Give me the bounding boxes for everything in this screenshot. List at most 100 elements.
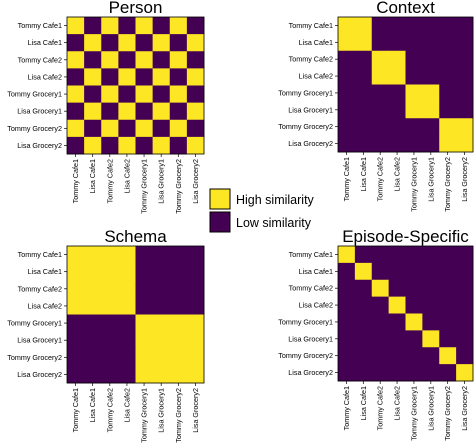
heatmap-cell <box>101 280 119 298</box>
heatmap-panel: Schema Tommy Cafe1 Lisa Cafe1 Tommy Cafe2 Li… <box>7 227 205 443</box>
x-tick-label: Tommy Cafe1 <box>71 388 80 432</box>
legend-low-swatch <box>209 211 231 233</box>
heatmap-cell <box>388 364 406 382</box>
heatmap-cell <box>388 296 406 314</box>
heatmap-cell <box>371 84 390 102</box>
heatmap-cell <box>439 84 457 102</box>
heatmap-cell <box>371 330 390 348</box>
heatmap-cell <box>67 263 85 281</box>
heatmap-cell <box>371 50 390 69</box>
heatmap-cell <box>405 17 423 35</box>
heatmap-cell <box>388 279 406 298</box>
heatmap-cell <box>84 85 102 104</box>
heatmap-cell <box>84 246 102 264</box>
y-tick-label: Lisa Grocery2 <box>288 368 333 377</box>
legend-low-label: Low similarity <box>236 216 312 230</box>
heatmap-cell <box>338 50 356 69</box>
heatmap-cell <box>388 101 406 119</box>
heatmap-cell <box>152 85 171 104</box>
x-tick-label: Lisa Grocery1 <box>426 386 435 431</box>
heatmap-cell <box>456 50 474 69</box>
heatmap-cell <box>169 365 188 384</box>
x-tick-label: Tommy Grocery1 <box>409 157 418 212</box>
heatmap-cell <box>338 101 356 119</box>
heatmap-cell <box>186 34 205 52</box>
heatmap-cell <box>405 33 423 52</box>
heatmap-panel: Context Tommy Cafe1 Lisa Cafe1 Tommy Cafe2 L… <box>278 0 474 212</box>
heatmap-cell <box>186 85 205 104</box>
heatmap-cell <box>371 364 390 382</box>
heatmap-cell <box>135 246 154 264</box>
heatmap-cell <box>152 297 171 315</box>
heatmap-cell <box>118 85 136 104</box>
heatmap-cell <box>338 279 356 298</box>
heatmap-cell <box>135 68 154 86</box>
heatmap-cell <box>101 85 119 104</box>
heatmap-cell <box>169 85 188 104</box>
y-tick-label: Tommy Cafe1 <box>18 250 62 259</box>
heatmap-cell <box>422 262 440 281</box>
heatmap-cell <box>439 246 457 264</box>
y-tick-label: Lisa Cafe2 <box>28 72 62 81</box>
heatmap-cell <box>118 246 136 264</box>
heatmap-cell <box>101 348 119 367</box>
x-tick-label: Lisa Cafe1 <box>359 157 368 191</box>
x-tick-label: Lisa Grocery2 <box>191 388 200 433</box>
heatmap-cell <box>354 33 373 52</box>
legend-high-label: High similarity <box>236 193 315 207</box>
heatmap-cell <box>422 364 440 382</box>
y-tick-label: Lisa Cafe2 <box>299 301 333 310</box>
heatmap-cell <box>456 279 474 298</box>
heatmap-cell <box>456 262 474 281</box>
heatmap-cell <box>338 364 356 382</box>
heatmap-frame <box>66 16 205 155</box>
heatmap-cell <box>405 347 423 365</box>
heatmap-cell <box>338 17 356 35</box>
panel-title: Context <box>376 0 435 17</box>
heatmap-cell <box>186 246 205 264</box>
x-tick-label: Tommy Grocery2 <box>443 386 452 441</box>
heatmap-cell <box>135 136 154 155</box>
heatmap-cell <box>101 119 119 138</box>
heatmap-cell <box>118 263 136 281</box>
heatmap-cell <box>118 51 136 69</box>
heatmap-cell <box>388 347 406 365</box>
x-tick-label: Lisa Cafe1 <box>359 386 368 420</box>
heatmap-cell <box>118 297 136 315</box>
heatmap-cell <box>439 67 457 85</box>
heatmap-cell <box>354 118 373 136</box>
heatmap-cell <box>354 67 373 85</box>
heatmap-cell <box>152 263 171 281</box>
heatmap-cell <box>186 102 205 121</box>
heatmap-cell <box>422 347 440 365</box>
x-tick-label: Lisa Cafe2 <box>393 386 402 420</box>
heatmap-cell <box>405 101 423 119</box>
heatmap-cell <box>338 135 356 153</box>
heatmap-cell <box>101 297 119 315</box>
heatmap-cell <box>354 50 373 69</box>
x-tick-label: Tommy Cafe1 <box>71 159 80 203</box>
heatmap-cell <box>186 365 205 384</box>
x-tick-label: Lisa Grocery2 <box>460 157 469 202</box>
heatmap-cell <box>439 347 457 365</box>
y-tick-label: Tommy Cafe1 <box>289 250 333 259</box>
y-tick-label: Tommy Cafe2 <box>18 55 62 64</box>
heatmap-cell <box>67 119 85 138</box>
heatmap-cell <box>84 280 102 298</box>
heatmap-cell <box>135 119 154 138</box>
y-tick-label: Tommy Grocery2 <box>7 124 62 133</box>
heatmap-cell <box>354 135 373 153</box>
heatmap-cell <box>152 51 171 69</box>
heatmap-cell <box>388 330 406 348</box>
y-tick-label: Tommy Cafe1 <box>289 21 333 30</box>
heatmap-cell <box>354 101 373 119</box>
y-tick-label: Lisa Cafe1 <box>299 38 333 47</box>
heatmap-cell <box>388 246 406 264</box>
heatmap-cell <box>169 119 188 138</box>
heatmap-cell <box>371 246 390 264</box>
heatmap-cell <box>135 85 154 104</box>
heatmap-cell <box>67 136 85 155</box>
heatmap-cell <box>371 101 390 119</box>
heatmap-cell <box>186 263 205 281</box>
heatmap-cell <box>186 348 205 367</box>
